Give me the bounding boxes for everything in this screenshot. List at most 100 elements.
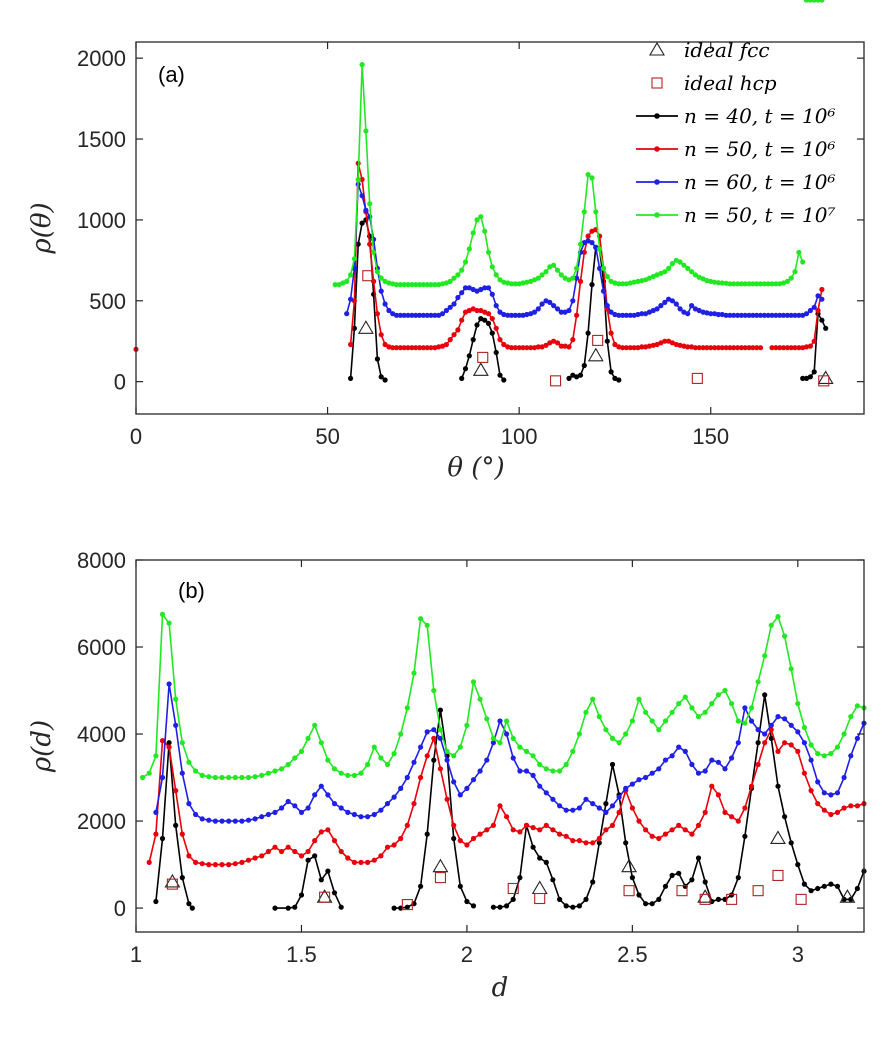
data-point	[748, 705, 755, 711]
data-point	[574, 374, 580, 380]
data-point	[695, 822, 702, 829]
hcp-square-marker	[592, 334, 604, 346]
data-point	[451, 332, 457, 338]
data-point	[658, 340, 664, 346]
data-point	[604, 303, 610, 309]
data-point	[405, 345, 411, 351]
data-point	[590, 696, 596, 702]
data-point	[535, 306, 541, 312]
data-point	[585, 172, 591, 178]
data-point	[401, 282, 407, 288]
data-point	[459, 375, 465, 381]
data-point	[669, 753, 675, 759]
series-line-n-40-t-10-	[275, 855, 342, 909]
data-point	[590, 879, 596, 885]
data-point	[485, 285, 492, 291]
data-point	[577, 372, 584, 378]
data-point	[583, 796, 589, 802]
data-point	[508, 281, 515, 287]
data-point	[517, 744, 523, 750]
data-point	[439, 311, 446, 317]
data-point	[363, 128, 369, 134]
data-point	[775, 783, 781, 789]
data-point	[609, 735, 616, 742]
data-point	[609, 822, 616, 829]
data-point	[493, 303, 499, 309]
panel-a-label: (a)	[158, 62, 185, 87]
data-point	[629, 805, 636, 811]
data-point	[265, 811, 271, 818]
data-point	[331, 838, 338, 844]
data-point	[501, 341, 507, 348]
x-tick-label: 0	[130, 424, 142, 449]
hcp-square-marker	[752, 885, 764, 897]
data-point	[378, 755, 384, 761]
data-point	[239, 859, 245, 866]
data-point	[735, 281, 741, 287]
data-point	[676, 870, 682, 876]
data-point	[654, 306, 660, 312]
data-point	[608, 330, 614, 336]
data-point	[547, 299, 553, 305]
data-point	[470, 835, 477, 842]
data-point	[212, 862, 218, 868]
data-point	[729, 892, 735, 898]
data-point	[524, 345, 530, 351]
data-point	[404, 822, 410, 829]
data-point	[485, 249, 492, 255]
data-point	[719, 311, 725, 318]
data-point	[620, 312, 626, 318]
data-point	[742, 705, 748, 711]
data-point	[627, 312, 633, 318]
legend-dot-swatch	[654, 212, 660, 218]
data-point	[695, 770, 702, 776]
data-point	[643, 709, 649, 715]
data-point	[748, 783, 755, 789]
data-point	[795, 748, 801, 755]
data-point	[662, 269, 668, 275]
data-point	[189, 905, 195, 911]
data-point	[305, 735, 311, 742]
data-point	[489, 291, 495, 297]
data-point	[523, 748, 530, 755]
data-point	[788, 345, 794, 351]
data-point	[609, 803, 616, 809]
data-point	[811, 369, 817, 375]
data-point	[374, 311, 380, 317]
data-point	[239, 818, 245, 824]
data-point	[245, 774, 252, 781]
data-point	[355, 241, 361, 247]
data-point	[179, 831, 185, 837]
data-point	[393, 282, 400, 288]
data-point	[815, 779, 821, 785]
data-point	[516, 345, 522, 351]
data-point	[252, 855, 258, 861]
data-point	[186, 759, 192, 765]
data-point	[378, 374, 384, 380]
data-point	[451, 822, 457, 829]
data-point	[457, 792, 463, 798]
data-point	[551, 262, 557, 268]
series-line-n-50-t-10-	[142, 613, 865, 779]
data-point	[808, 742, 814, 748]
data-point	[153, 753, 159, 759]
data-point	[497, 277, 503, 283]
hcp-square-marker	[818, 375, 830, 387]
data-point	[386, 307, 392, 314]
data-point	[457, 838, 463, 844]
data-point	[570, 807, 576, 813]
data-point	[510, 896, 516, 903]
data-point	[470, 230, 476, 236]
data-point	[551, 303, 557, 309]
data-point	[685, 311, 691, 317]
data-point	[331, 801, 338, 807]
data-point	[700, 345, 706, 351]
data-point	[466, 285, 472, 291]
data-point	[166, 740, 172, 746]
data-point	[199, 772, 205, 779]
data-point	[801, 881, 808, 887]
data-point	[795, 729, 801, 735]
data-point	[325, 827, 331, 833]
data-point	[485, 320, 492, 326]
data-point	[285, 844, 291, 850]
